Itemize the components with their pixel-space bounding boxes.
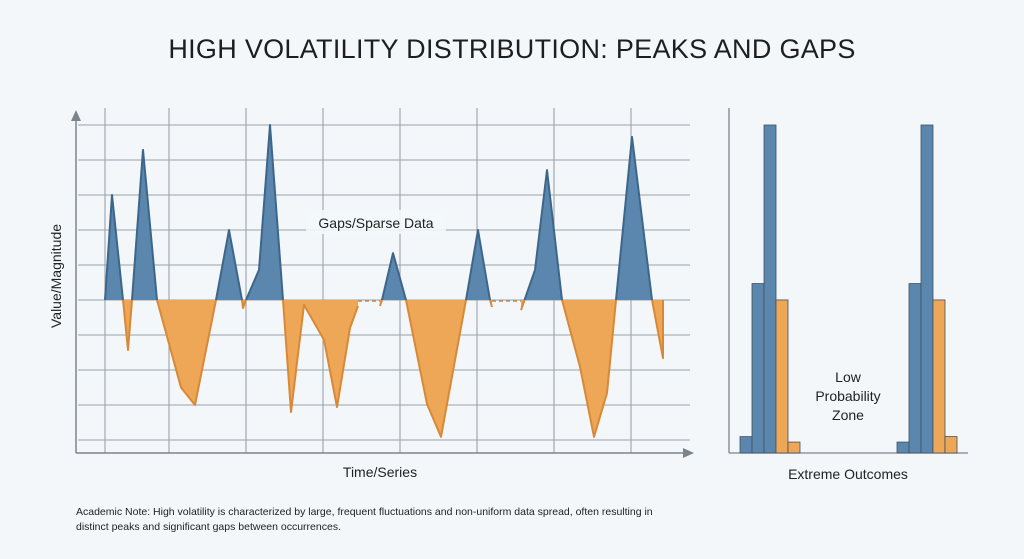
- histogram-bar: [896, 441, 910, 454]
- low-probability-line1: Low: [835, 369, 862, 385]
- academic-note: Academic Note: High volatility is charac…: [76, 505, 716, 535]
- extreme-outcomes-histogram: [728, 108, 968, 454]
- histogram-x-label: Extreme Outcomes: [788, 466, 908, 482]
- histogram-bar: [932, 299, 946, 454]
- positive-area: [380, 230, 492, 300]
- x-axis-label: Time/Series: [343, 464, 417, 480]
- histogram-bar: [908, 283, 922, 454]
- histogram-bar: [920, 124, 934, 454]
- histogram-bar: [787, 441, 801, 454]
- histogram-bar: [739, 436, 753, 454]
- low-probability-line3: Zone: [832, 407, 864, 423]
- histogram-bar: [751, 283, 765, 454]
- positive-line: [380, 229, 492, 300]
- histogram-bar: [775, 299, 789, 454]
- negative-line: [105, 300, 359, 413]
- gaps-annotation: Gaps/Sparse Data: [318, 215, 433, 231]
- low-probability-line2: Probability: [815, 388, 880, 404]
- x-axis-arrow-icon: [683, 448, 694, 458]
- gaps-label-bg: [306, 210, 446, 234]
- histogram-bar: [944, 436, 958, 454]
- chart-title: HIGH VOLATILITY DISTRIBUTION: PEAKS AND …: [168, 34, 856, 64]
- note-line-2: distinct peaks and significant gaps betw…: [76, 521, 341, 533]
- negative-area: [380, 300, 492, 437]
- y-axis-label: Value/Magnitude: [48, 224, 64, 328]
- negative-line: [379, 300, 493, 438]
- negative-area: [521, 300, 663, 437]
- note-line-1: Academic Note: High volatility is charac…: [76, 506, 653, 518]
- positive-line: [523, 135, 664, 300]
- histogram-bar: [763, 124, 777, 454]
- positive-area: [105, 125, 358, 300]
- negative-area: [105, 300, 358, 412]
- axes: [71, 110, 694, 458]
- volatility-series: [104, 124, 664, 438]
- y-axis-arrow-icon: [71, 110, 81, 121]
- negative-line: [520, 300, 664, 438]
